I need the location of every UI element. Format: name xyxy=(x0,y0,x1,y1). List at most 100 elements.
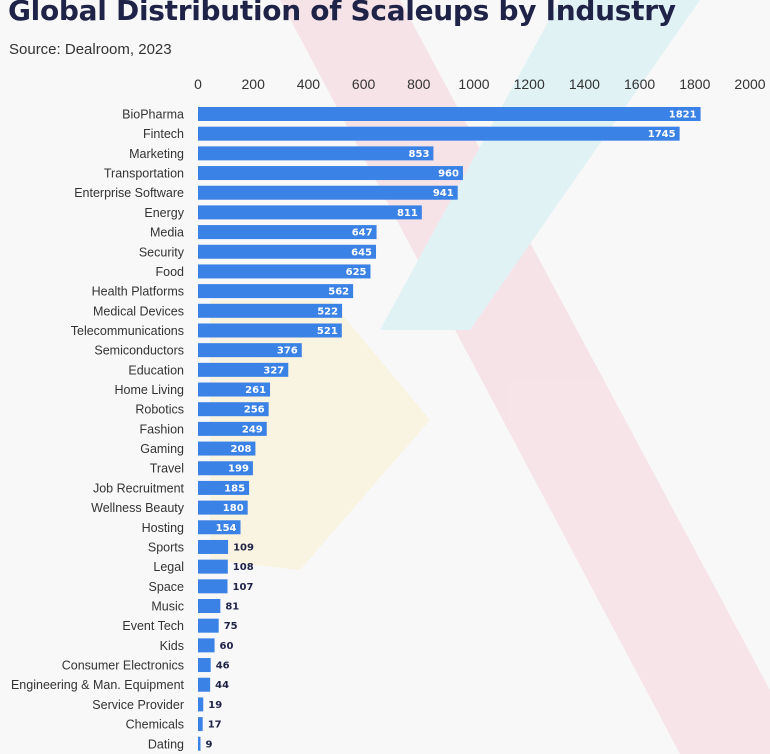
bars: BioPharma 1821 Fintech 1745 Marketing 853 Tran… xyxy=(11,107,701,751)
bar[interactable] xyxy=(198,559,228,574)
bar[interactable] xyxy=(198,107,701,121)
bar[interactable] xyxy=(198,284,354,299)
value-label: 327 xyxy=(263,365,284,376)
value-label: 625 xyxy=(346,267,367,278)
chart-title: Global Distribution of Scaleups by Indus… xyxy=(8,0,676,27)
x-tick-label: 200 xyxy=(242,76,266,92)
value-label: 376 xyxy=(277,346,298,357)
x-tick-label: 1000 xyxy=(458,76,489,92)
category-label: Fintech xyxy=(143,127,184,141)
category-label: Hosting xyxy=(142,521,184,535)
category-label: Home Living xyxy=(115,383,185,397)
x-tick-label: 2000 xyxy=(734,76,765,92)
value-label: 46 xyxy=(216,661,230,672)
x-tick-label: 400 xyxy=(297,76,321,92)
bar[interactable] xyxy=(198,500,248,515)
bar[interactable] xyxy=(198,677,211,692)
bar[interactable] xyxy=(198,421,267,436)
category-label: Security xyxy=(139,245,185,259)
value-label: 75 xyxy=(224,621,238,632)
category-label: Music xyxy=(151,600,184,614)
value-label: 180 xyxy=(223,503,244,514)
category-label: Food xyxy=(156,265,185,279)
value-label: 1745 xyxy=(648,129,676,140)
bar[interactable] xyxy=(198,402,269,417)
category-label: Energy xyxy=(144,206,184,220)
bar[interactable] xyxy=(198,185,458,200)
bar[interactable] xyxy=(198,599,221,613)
bar[interactable] xyxy=(198,323,342,338)
x-tick-label: 1800 xyxy=(679,76,710,92)
value-label: 109 xyxy=(233,542,254,553)
category-label: Education xyxy=(128,363,184,377)
category-label: Sports xyxy=(148,540,184,554)
bar[interactable] xyxy=(198,362,289,377)
category-label: Semiconductors xyxy=(94,344,184,358)
value-label: 17 xyxy=(208,720,222,731)
category-label: Consumer Electronics xyxy=(62,659,184,673)
value-label: 811 xyxy=(397,208,418,219)
category-label: Telecommunications xyxy=(71,324,184,338)
value-label: 645 xyxy=(351,247,372,258)
bar[interactable] xyxy=(198,697,204,712)
bar[interactable] xyxy=(198,343,302,358)
value-label: 208 xyxy=(231,444,252,455)
category-label: Robotics xyxy=(135,403,184,417)
value-label: 562 xyxy=(328,287,349,298)
value-label: 960 xyxy=(438,169,459,180)
x-axis: 0 200 400 600 800 1000 1200 1400 1600 1800 2000 xyxy=(194,76,766,92)
value-label: 647 xyxy=(352,228,373,239)
bar[interactable] xyxy=(198,579,228,594)
bar[interactable] xyxy=(198,461,253,476)
value-label: 941 xyxy=(433,188,454,199)
x-tick-label: 600 xyxy=(352,76,376,92)
category-label: Event Tech xyxy=(122,619,184,633)
x-tick-label: 1400 xyxy=(569,76,600,92)
value-label: 44 xyxy=(215,680,229,691)
bar[interactable] xyxy=(198,658,211,673)
bar[interactable] xyxy=(198,618,219,633)
bar[interactable] xyxy=(198,736,201,751)
category-label: Legal xyxy=(153,560,184,574)
category-label: Health Platforms xyxy=(92,285,184,299)
value-label: 154 xyxy=(216,523,237,534)
value-label: 9 xyxy=(205,739,212,750)
bar[interactable] xyxy=(198,166,463,181)
value-label: 249 xyxy=(242,424,263,435)
value-label: 521 xyxy=(317,326,338,337)
category-label: BioPharma xyxy=(122,108,184,122)
bar[interactable] xyxy=(198,244,377,259)
category-label: Fashion xyxy=(140,422,185,436)
bar[interactable] xyxy=(198,205,422,220)
category-label: Gaming xyxy=(140,442,184,456)
value-label: 199 xyxy=(228,464,249,475)
value-label: 256 xyxy=(244,405,265,416)
bar[interactable] xyxy=(198,717,203,732)
chart-source: Source: Dealroom, 2023 xyxy=(9,41,172,58)
category-label: Space xyxy=(149,580,184,594)
bar[interactable] xyxy=(198,638,215,653)
bar[interactable] xyxy=(198,126,680,141)
category-label: Media xyxy=(150,226,184,240)
bar[interactable] xyxy=(198,146,434,161)
category-label: Enterprise Software xyxy=(74,186,184,200)
x-tick-label: 1600 xyxy=(624,76,655,92)
bar[interactable] xyxy=(198,480,250,495)
category-label: Transportation xyxy=(104,167,184,181)
category-label: Kids xyxy=(160,639,184,653)
value-label: 261 xyxy=(245,385,266,396)
bar[interactable] xyxy=(198,520,241,535)
value-label: 185 xyxy=(224,483,245,494)
category-label: Medical Devices xyxy=(93,304,184,318)
bar[interactable] xyxy=(198,303,343,318)
bar[interactable] xyxy=(198,441,256,456)
value-label: 853 xyxy=(409,149,430,160)
x-tick-label: 800 xyxy=(407,76,431,92)
bar[interactable] xyxy=(198,382,271,397)
x-tick-label: 0 xyxy=(194,76,202,92)
bar[interactable] xyxy=(198,264,371,279)
bar[interactable] xyxy=(198,225,377,240)
bar[interactable] xyxy=(198,539,229,554)
category-label: Dating xyxy=(148,737,184,751)
